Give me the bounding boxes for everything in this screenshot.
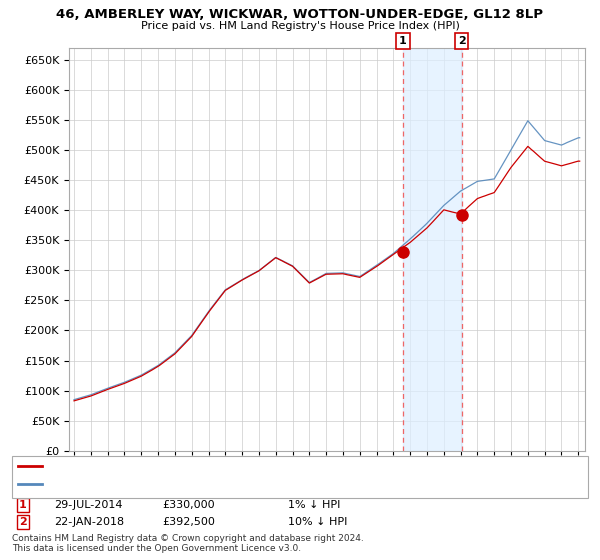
Text: 22-JAN-2018: 22-JAN-2018 xyxy=(54,517,124,527)
Text: 1: 1 xyxy=(399,36,407,46)
Text: 1: 1 xyxy=(19,500,26,510)
Text: 2: 2 xyxy=(19,517,26,527)
Bar xyxy=(403,48,462,451)
Text: £330,000: £330,000 xyxy=(162,500,215,510)
Text: HPI: Average price, detached house, South Gloucestershire: HPI: Average price, detached house, Sout… xyxy=(45,479,334,489)
Text: 46, AMBERLEY WAY, WICKWAR, WOTTON-UNDER-EDGE, GL12 8LP: 46, AMBERLEY WAY, WICKWAR, WOTTON-UNDER-… xyxy=(56,8,544,21)
Text: 2: 2 xyxy=(458,36,466,46)
Text: £392,500: £392,500 xyxy=(162,517,215,527)
Text: 1% ↓ HPI: 1% ↓ HPI xyxy=(288,500,340,510)
Text: Price paid vs. HM Land Registry's House Price Index (HPI): Price paid vs. HM Land Registry's House … xyxy=(140,21,460,31)
Text: This data is licensed under the Open Government Licence v3.0.: This data is licensed under the Open Gov… xyxy=(12,544,301,553)
Text: 10% ↓ HPI: 10% ↓ HPI xyxy=(288,517,347,527)
Text: 29-JUL-2014: 29-JUL-2014 xyxy=(54,500,122,510)
Text: 46, AMBERLEY WAY, WICKWAR, WOTTON-UNDER-EDGE, GL12 8LP (detached house): 46, AMBERLEY WAY, WICKWAR, WOTTON-UNDER-… xyxy=(45,461,455,472)
Text: Contains HM Land Registry data © Crown copyright and database right 2024.: Contains HM Land Registry data © Crown c… xyxy=(12,534,364,543)
